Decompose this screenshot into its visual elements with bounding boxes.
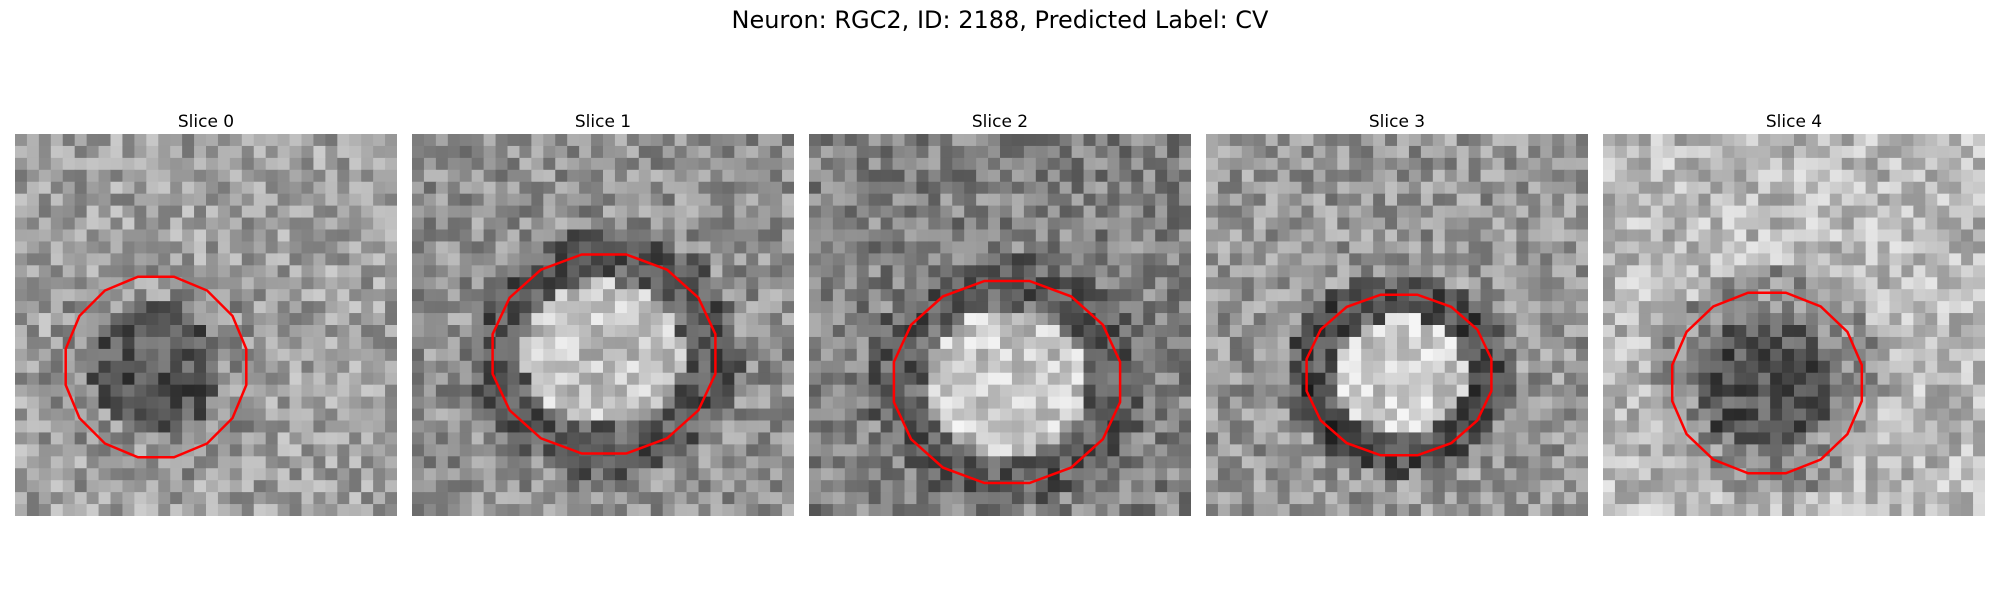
slice-panel-3: Slice 3 — [1206, 110, 1588, 516]
slice-title-2: Slice 2 — [971, 112, 1029, 132]
slice-panel-1: Slice 1 — [412, 110, 794, 516]
slice-title-4: Slice 4 — [1765, 112, 1823, 132]
slice-title-3: Slice 3 — [1368, 112, 1426, 132]
slice-image-4 — [1603, 134, 1985, 516]
slice-image-2 — [809, 134, 1191, 516]
slice-panel-2: Slice 2 — [809, 110, 1191, 516]
cell-contour-0 — [64, 275, 248, 459]
cell-contour-4 — [1670, 291, 1864, 475]
slice-image-3 — [1206, 134, 1588, 516]
figure-title: Neuron: RGC2, ID: 2188, Predicted Label:… — [731, 6, 1269, 34]
cell-contour-2 — [892, 279, 1122, 485]
slice-panel-0: Slice 0 — [15, 110, 397, 516]
slice-panel-4: Slice 4 — [1603, 110, 1985, 516]
cell-contour-1 — [491, 253, 717, 455]
slice-title-0: Slice 0 — [177, 112, 235, 132]
slice-image-1 — [412, 134, 794, 516]
slice-image-0 — [15, 134, 397, 516]
cell-contour-3 — [1305, 293, 1493, 457]
slice-title-1: Slice 1 — [574, 112, 632, 132]
